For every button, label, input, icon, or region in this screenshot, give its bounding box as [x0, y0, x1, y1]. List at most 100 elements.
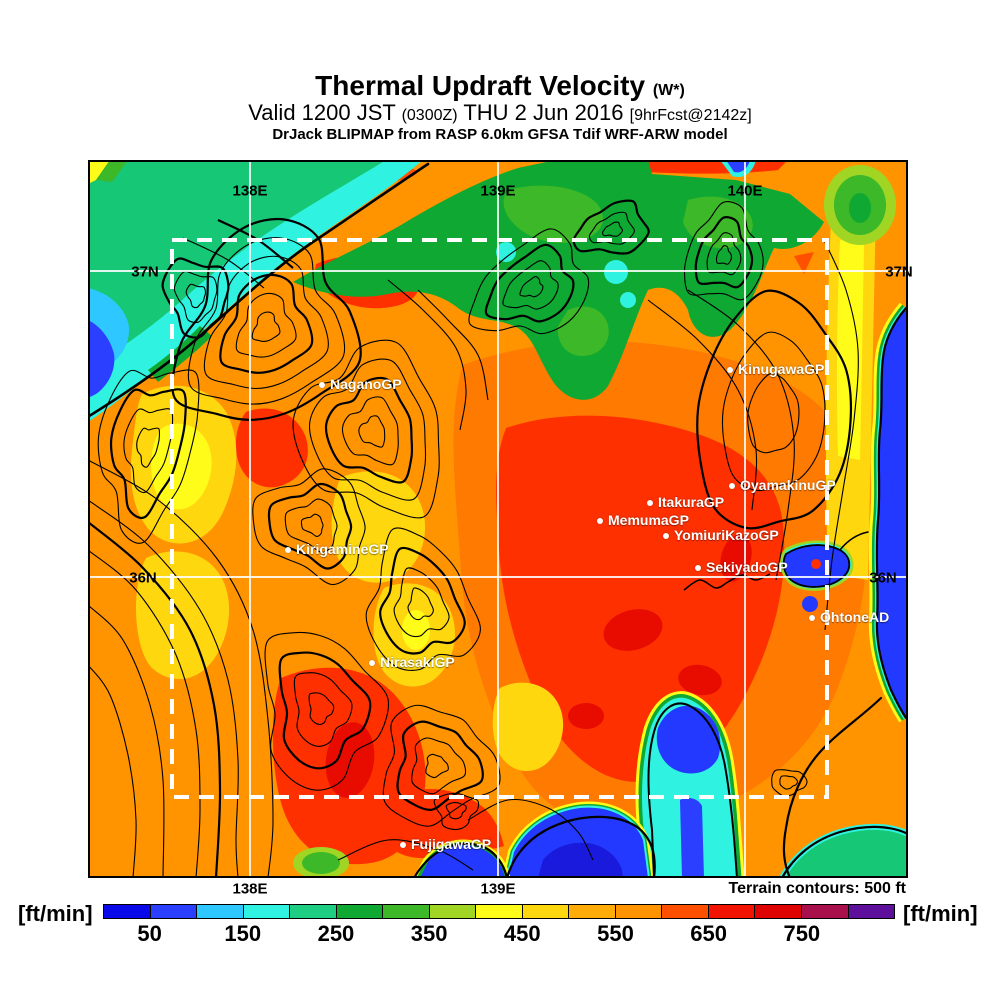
terrain-contour — [519, 276, 544, 298]
terrain-contour — [779, 775, 799, 790]
terrain-contour — [468, 228, 590, 335]
terrain-contour — [88, 604, 165, 878]
terrain-contour — [823, 239, 859, 631]
terrain-contour — [445, 802, 467, 820]
terrain-contour — [264, 631, 390, 791]
terrain-contour — [182, 237, 265, 289]
terrain-contour — [88, 664, 137, 878]
terrain-contour — [396, 720, 484, 812]
terrain-contour — [97, 369, 200, 544]
map — [88, 160, 908, 878]
terrain-contour — [365, 527, 481, 671]
title-text: Thermal Updraft Velocity — [315, 70, 646, 101]
tokyo-bay-region — [635, 691, 745, 878]
colorbar-segment — [801, 905, 849, 918]
terrain-contour — [687, 289, 795, 581]
colorbar-segment — [708, 905, 756, 918]
map-border — [88, 160, 908, 878]
colorbar-segment — [848, 905, 895, 918]
terrain-contour — [109, 388, 187, 519]
terrain-contour — [136, 427, 161, 468]
terrain-contour — [683, 573, 771, 591]
colorbar-segment — [429, 905, 477, 918]
terrain-contour — [252, 468, 366, 586]
units-label-left: [ft/min] — [18, 901, 93, 926]
terrain-contour — [161, 257, 230, 339]
terrain-contour — [407, 587, 434, 621]
colorbar-segment — [243, 905, 291, 918]
terrain-contour — [387, 279, 467, 431]
colorbar-tick-550: 550 — [597, 921, 634, 946]
colorbar-segment — [522, 905, 570, 918]
terrain-contour — [88, 459, 274, 878]
terrain-contour — [219, 273, 314, 374]
terrain-contour — [433, 792, 480, 831]
terrain-contour — [647, 299, 758, 511]
terrain-contour — [467, 799, 594, 861]
terrain-contour — [308, 358, 427, 501]
terrain-contour — [694, 216, 754, 289]
colorbar-tick-450: 450 — [503, 921, 541, 946]
colorbar-segment — [290, 905, 337, 918]
colorbar-segment — [755, 905, 802, 918]
terrain-contour — [425, 753, 449, 779]
units-label-right: [ft/min] — [903, 901, 978, 926]
terrain-contour — [696, 289, 852, 530]
terrain-contour — [683, 201, 764, 301]
colorbar-segment — [569, 905, 616, 918]
grid-lines — [88, 160, 908, 878]
terrain-contour — [88, 499, 239, 878]
colorbar-segment — [197, 905, 244, 918]
terrain-contour — [203, 255, 329, 390]
colorbar-segment — [476, 905, 523, 918]
terrain-note: Terrain contours: 500 ft — [728, 880, 906, 897]
terrain-contour — [278, 651, 372, 770]
terrain-contour — [484, 243, 575, 323]
coastlines — [88, 162, 908, 878]
lon-label-bottom-138E: 138E — [232, 880, 268, 898]
page-title: Thermal Updraft Velocity (W*) — [0, 70, 1000, 102]
terrain-contour — [715, 245, 733, 265]
terrain-contour — [88, 549, 201, 878]
terrain-contour — [293, 672, 353, 747]
terrain-contour — [358, 415, 386, 448]
lon-label-bottom-139E: 139E — [480, 880, 516, 898]
terrain-contour — [601, 221, 624, 237]
map-svg — [88, 160, 908, 878]
colorbar-segment — [383, 905, 430, 918]
colorbar-tick-750: 750 — [783, 921, 821, 946]
valid-prefix: Valid 1200 JST — [248, 100, 396, 125]
terrain-contour — [337, 839, 474, 871]
valid-time-line: Valid 1200 JST (0300Z) THU 2 Jun 2016 [9… — [0, 100, 1000, 126]
terrain-contour — [308, 692, 335, 725]
colorbar-segment — [336, 905, 384, 918]
terrain-contour — [251, 311, 281, 342]
terrain-contour — [267, 482, 353, 570]
colorbar-tick-650: 650 — [690, 921, 727, 946]
domain-dashed-box — [170, 238, 829, 799]
valid-date: THU 2 Jun 2016 — [463, 100, 624, 125]
terrain-contour — [284, 498, 338, 553]
terrain-contour — [502, 260, 559, 310]
terrain-contour — [300, 513, 324, 537]
terrain-contour — [123, 408, 174, 494]
colorbar-segment — [615, 905, 663, 918]
terrain-contour — [173, 270, 218, 324]
terrain-contour — [721, 331, 826, 492]
colorbar-segment — [662, 905, 709, 918]
terrain-contour — [411, 737, 467, 795]
sagami-bay-region — [501, 801, 655, 878]
colorbar-tick-250: 250 — [317, 921, 355, 946]
title-units-suffix: (W*) — [652, 82, 685, 99]
colorbar-tick-50: 50 — [137, 921, 162, 946]
terrain-contours — [88, 199, 859, 878]
valid-forecast-tag: [9hrFcst@2142z] — [629, 107, 752, 124]
terrain-contour — [171, 217, 362, 421]
terrain-contour — [185, 283, 207, 309]
colorbar — [103, 904, 895, 919]
terrain-contour — [235, 292, 297, 358]
colorbar-segment — [150, 905, 198, 918]
colorbar-segment — [104, 905, 151, 918]
terrain-contour — [88, 521, 222, 878]
